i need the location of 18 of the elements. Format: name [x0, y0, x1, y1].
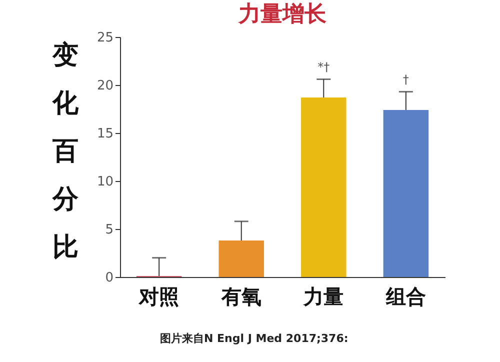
x-tick-label: 力量 — [302, 284, 344, 308]
x-tick-label: 对照 — [138, 284, 180, 308]
text: 图片来自N Engl J Med 2017;376: — [160, 332, 348, 345]
chart-title: 力量增长 — [238, 2, 328, 27]
annotation: † — [402, 72, 409, 87]
x-tick-label: 组合 — [384, 284, 426, 308]
y-tick-label: 10 — [96, 174, 114, 190]
y-tick-label: 15 — [96, 126, 114, 142]
y-tick-label: 20 — [96, 78, 114, 94]
y-tick-label: 5 — [105, 222, 114, 238]
x-tick-label: 有氧 — [220, 284, 262, 308]
bar — [301, 97, 346, 277]
annotation: *† — [318, 60, 330, 74]
bar — [383, 110, 429, 277]
bar — [218, 240, 264, 277]
y-tick-label: 25 — [96, 30, 114, 46]
y-tick-label: 0 — [105, 270, 114, 286]
y-axis-title: 变化百分比 — [52, 40, 80, 262]
